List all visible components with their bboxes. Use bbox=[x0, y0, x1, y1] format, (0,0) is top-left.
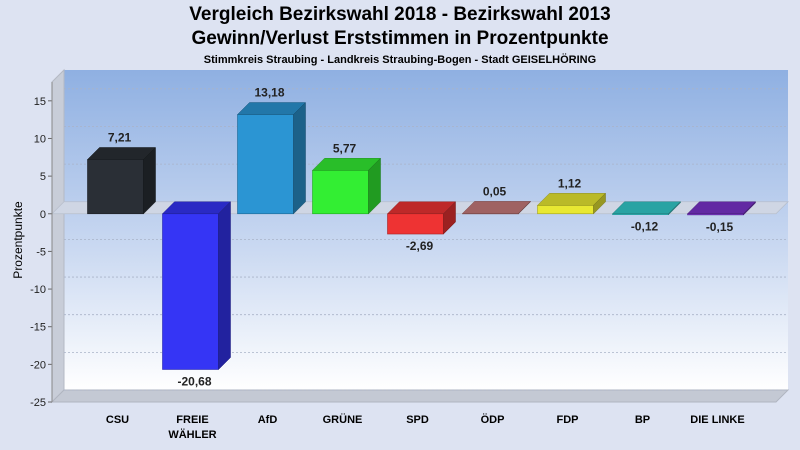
y-tick-label: 10 bbox=[34, 133, 46, 145]
x-axis-labels: CSU FREIE WÄHLER AfD GRÜNE SPD ÖDP FDP BP DIE LIN… bbox=[106, 413, 745, 441]
bar-side bbox=[218, 201, 231, 371]
bar bbox=[686, 201, 757, 216]
bar-value-label: 5,77 bbox=[333, 141, 357, 155]
bar bbox=[536, 192, 607, 215]
y-tick-label: -10 bbox=[30, 284, 46, 296]
y-tick-label: 0 bbox=[40, 209, 46, 221]
x-tick-label: DIE LINKE bbox=[690, 414, 744, 426]
x-tick-label: ÖDP bbox=[481, 413, 505, 426]
bar-value-label: 1,12 bbox=[558, 176, 582, 190]
bar-value-label: -0,12 bbox=[631, 220, 659, 234]
bar-front bbox=[387, 213, 444, 235]
bar-front bbox=[87, 159, 144, 215]
y-tick-label: -20 bbox=[30, 359, 46, 371]
bar bbox=[161, 201, 232, 371]
plot-floor bbox=[50, 389, 790, 403]
bar-value-label: -2,69 bbox=[406, 239, 434, 253]
bar-side bbox=[668, 201, 681, 216]
bar bbox=[386, 201, 457, 235]
y-tick-label: 15 bbox=[34, 96, 46, 108]
bar-value-label: 13,18 bbox=[254, 86, 284, 100]
bar-side bbox=[443, 201, 456, 235]
bar-front bbox=[162, 213, 219, 370]
bar-side bbox=[593, 192, 606, 215]
y-tick-label: -15 bbox=[30, 322, 46, 334]
plot-side-wall bbox=[51, 68, 65, 404]
bar-front bbox=[312, 170, 369, 215]
y-axis: 15 10 5 0 -5 -10 -15 -20 -25 bbox=[30, 82, 53, 409]
x-tick-label: BP bbox=[635, 414, 650, 426]
bar-value-label: 0,05 bbox=[483, 184, 507, 198]
y-axis-label: Prozentpunkte bbox=[11, 201, 25, 279]
bar-side bbox=[518, 200, 531, 215]
bars: 7,21 -20,68 13,18 5,77 -2,69 0,05 1,12 -0,12 -0,… bbox=[86, 86, 757, 388]
bar bbox=[236, 101, 307, 215]
bar-value-label: 7,21 bbox=[108, 130, 132, 144]
bar bbox=[611, 201, 682, 216]
bar-side bbox=[743, 201, 756, 216]
x-tick-label: GRÜNE bbox=[323, 413, 363, 426]
y-tick-label: -25 bbox=[30, 397, 46, 409]
bar bbox=[86, 146, 157, 215]
chart-subtitle: Stimmkreis Straubing - Landkreis Straubi… bbox=[203, 54, 597, 66]
bar bbox=[311, 157, 382, 215]
x-tick-label: FDP bbox=[557, 414, 579, 426]
y-tick-label: -5 bbox=[36, 246, 46, 258]
x-tick-label: SPD bbox=[406, 414, 429, 426]
chart-title: Vergleich Bezirkswahl 2018 - Bezirkswahl… bbox=[189, 4, 611, 25]
bar-value-label: -20,68 bbox=[177, 374, 211, 388]
x-tick-label: AfD bbox=[258, 414, 278, 426]
bar-front bbox=[537, 205, 594, 215]
y-tick-label: 5 bbox=[40, 171, 46, 183]
bar-side bbox=[368, 157, 381, 215]
x-tick-label: CSU bbox=[106, 414, 129, 426]
bar-front bbox=[237, 114, 294, 215]
x-tick-label: FREIE WÄHLER bbox=[168, 414, 216, 441]
bar bbox=[461, 200, 532, 215]
chart-title-line2: Gewinn/Verlust Erststimmen in Prozentpun… bbox=[191, 28, 609, 49]
bar-value-label: -0,15 bbox=[706, 220, 734, 234]
bar-side bbox=[143, 146, 156, 215]
bar-side bbox=[293, 101, 306, 215]
